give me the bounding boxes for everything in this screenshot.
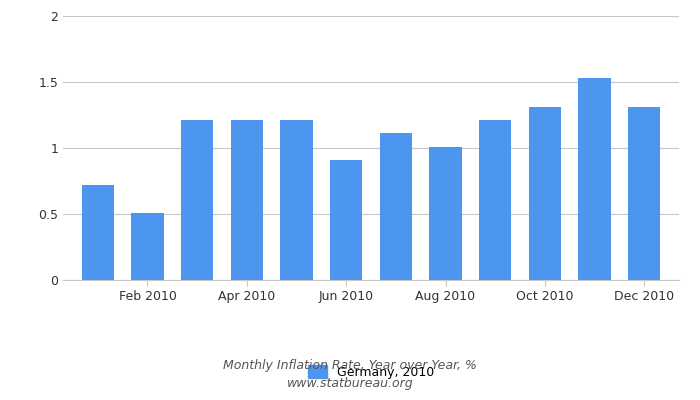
Bar [280, 120, 313, 280]
Bar [181, 120, 214, 280]
Legend: Germany, 2010: Germany, 2010 [303, 360, 439, 384]
Bar [82, 185, 114, 280]
Bar [628, 107, 660, 280]
Bar [132, 213, 164, 280]
Bar [231, 120, 263, 280]
Bar [429, 147, 462, 280]
Bar [379, 134, 412, 280]
Bar [578, 78, 610, 280]
Bar [528, 107, 561, 280]
Bar [330, 160, 363, 280]
Bar [479, 120, 511, 280]
Text: Monthly Inflation Rate, Year over Year, %: Monthly Inflation Rate, Year over Year, … [223, 360, 477, 372]
Text: www.statbureau.org: www.statbureau.org [287, 378, 413, 390]
